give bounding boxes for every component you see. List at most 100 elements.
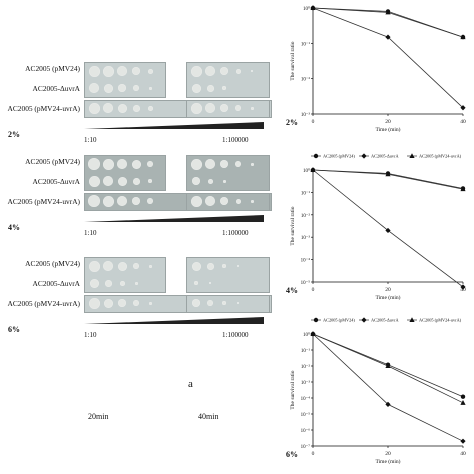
bacterial-spot: [148, 264, 152, 268]
bacterial-spot: [102, 158, 114, 170]
bacterial-spot: [117, 176, 127, 186]
legend-entry: AC2005 (pMV24-uvrA): [419, 154, 462, 159]
concentration-label: 2%: [286, 118, 298, 127]
bacterial-spot: [190, 195, 202, 207]
bacterial-spot: [117, 159, 127, 169]
bacterial-spot: [207, 300, 213, 306]
data-point: [460, 400, 466, 405]
series-line: [312, 7, 464, 109]
x-tick-label: 20: [385, 451, 391, 457]
legend-entry: AC2005 (pMV24-uvrA): [419, 318, 462, 323]
y-axis-label: The survival ratio: [290, 370, 296, 409]
panel-letter: a: [188, 378, 193, 390]
x-axis-label: Time (min): [375, 294, 400, 301]
y-tick-label: 10⁻⁵: [301, 412, 311, 418]
bacterial-spot: [235, 68, 241, 74]
data-point: [460, 394, 466, 399]
bacterial-spot: [103, 83, 113, 93]
y-tick-label: 10⁻³: [301, 235, 311, 241]
y-tick-label: 10⁻⁴: [301, 396, 311, 402]
bacterial-spot: [205, 196, 215, 206]
legend-entry: AC2005 (pMV24): [323, 318, 355, 323]
series-line: [312, 333, 464, 442]
agar-plate: [186, 257, 270, 293]
bacterial-spot: [103, 298, 113, 308]
bacterial-spot: [220, 104, 228, 112]
bacterial-spot: [117, 66, 127, 76]
y-tick-label: 10⁻¹: [301, 190, 311, 196]
data-point: [460, 186, 466, 192]
legend-entry: AC2005-ΔuvrA: [371, 318, 399, 323]
bacterial-spot: [206, 262, 214, 270]
bacterial-spot: [207, 178, 213, 184]
x-tick-label: 20: [385, 119, 391, 125]
y-tick-label: 10⁰: [303, 6, 310, 12]
dilution-high-label: 1:100000: [222, 229, 249, 237]
bacterial-spot: [250, 162, 254, 166]
bacterial-spot: [205, 103, 215, 113]
y-tick-label: 10⁻⁴: [301, 258, 311, 264]
y-tick-label: 10⁻¹: [301, 41, 311, 47]
data-point: [460, 105, 466, 111]
y-tick-label: 10⁻²: [301, 213, 311, 219]
bacterial-spot: [209, 282, 211, 284]
bacterial-spot: [191, 261, 201, 271]
y-tick-label: 10⁻²: [301, 77, 311, 83]
dilution-wedge: [84, 215, 264, 222]
bacterial-spot: [147, 198, 153, 204]
concentration-label: 2%: [8, 130, 20, 139]
dilution-high-label: 1:100000: [222, 136, 249, 144]
bacterial-spot: [134, 281, 138, 285]
series-line: [312, 333, 464, 404]
bacterial-spot: [250, 199, 254, 203]
bacterial-spot: [132, 197, 140, 205]
data-point: [385, 171, 391, 177]
bacterial-spot: [118, 84, 126, 92]
bacterial-spot: [88, 102, 100, 114]
bacterial-spot: [222, 86, 226, 90]
x-tick-label: 0: [312, 451, 315, 457]
bacterial-spot: [131, 159, 141, 169]
column-label-40min: 40min: [198, 412, 219, 421]
bacterial-spot: [88, 195, 100, 207]
dilution-wedge: [84, 317, 264, 324]
bacterial-spot: [237, 302, 239, 304]
bacterial-spot: [133, 300, 139, 306]
strain-label: AC2005 (pMV24): [25, 157, 80, 166]
bacterial-spot: [118, 299, 126, 307]
legend-marker: [409, 317, 415, 322]
dilution-high-label: 1:100000: [222, 331, 249, 339]
bacterial-spot: [250, 106, 254, 110]
bacterial-spot: [88, 175, 100, 187]
y-tick-label: 10⁻³: [301, 380, 311, 386]
data-point: [385, 34, 391, 40]
dilution-low-label: 1:10: [84, 229, 97, 237]
bacterial-spot: [147, 68, 153, 74]
strain-label: AC2005 (pMV24-uvrA): [7, 197, 80, 206]
bacterial-spot: [117, 261, 127, 271]
x-axis-label: Time (min): [375, 126, 400, 133]
legend-entry: AC2005-ΔuvrA: [371, 154, 399, 159]
legend-marker: [313, 153, 319, 159]
bacterial-spot: [190, 102, 202, 114]
bacterial-spot: [235, 198, 241, 204]
data-point: [385, 9, 391, 15]
y-tick-label: 10⁻¹: [301, 348, 311, 354]
bacterial-spot: [103, 261, 113, 271]
bacterial-spot: [251, 70, 253, 72]
bacterial-spot: [133, 85, 139, 91]
bacterial-spot: [89, 278, 99, 288]
concentration-label: 6%: [8, 325, 20, 334]
data-point: [310, 167, 316, 172]
bacterial-spot: [102, 195, 114, 207]
bacterial-spot: [119, 280, 125, 286]
bacterial-spot: [205, 159, 215, 169]
data-point: [460, 438, 466, 444]
bacterial-spot: [220, 160, 228, 168]
bacterial-spot: [88, 65, 100, 77]
data-point: [460, 34, 466, 40]
y-tick-label: 10⁻²: [301, 364, 311, 370]
bacterial-spot: [235, 161, 241, 167]
bacterial-spot: [103, 176, 113, 186]
